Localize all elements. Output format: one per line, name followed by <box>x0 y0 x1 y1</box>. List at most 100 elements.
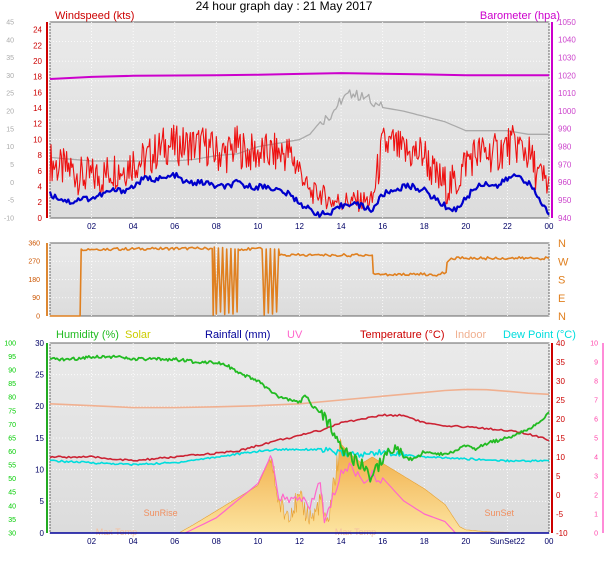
baro-axis-tick: 980 <box>558 143 572 152</box>
gust-line <box>49 124 550 213</box>
wind-x-tick: 12 <box>295 222 304 231</box>
temperature-x-tick: 14 <box>337 537 346 546</box>
wind-legend: Windspeed (kts) <box>55 10 134 22</box>
humidity-axis-tick: 40 <box>8 503 16 510</box>
temperature-x-tick: 18 <box>420 537 429 546</box>
humidity-line <box>49 354 550 483</box>
wind-x-tick: 16 <box>378 222 387 231</box>
uv-axis-tick: 6 <box>594 416 598 423</box>
wind-outer-axis-tick: -5 <box>8 198 14 205</box>
humidity-axis-tick: 45 <box>8 490 16 497</box>
temperature-axis-tick: 30 <box>556 377 565 386</box>
temperature-x-tick: 12 <box>295 537 304 546</box>
dew-point-line <box>49 446 550 467</box>
temperature-x-tick: 10 <box>253 537 262 546</box>
wind-outer-axis-tick: 15 <box>6 126 14 133</box>
wind-outer-axis-tick: 40 <box>6 37 14 44</box>
wind-outer-axis-tick: 25 <box>6 91 14 98</box>
humidity-axis-tick: 55 <box>8 463 16 470</box>
direction-compass-label: S <box>558 275 565 287</box>
wind-direction-line <box>50 246 550 317</box>
legend-indoor: Indoor <box>455 329 487 341</box>
baro-axis-tick: 970 <box>558 160 572 169</box>
wind-axis-tick: 14 <box>33 104 42 113</box>
legend-temperature-c-: Temperature (°C) <box>360 329 444 341</box>
temperature-axis-tick: -10 <box>556 529 568 538</box>
wind-x-tick: 14 <box>337 222 346 231</box>
sunset-annotation: SunSet <box>485 508 515 518</box>
baro-axis-tick: 960 <box>558 178 572 187</box>
wind-outer-axis-tick: 10 <box>6 144 14 151</box>
temperature-axis-tick: 25 <box>556 396 565 405</box>
baro-legend: Barometer (hpa) <box>480 10 560 22</box>
direction-axis-tick: 90 <box>32 295 40 302</box>
wind-axis-tick: 22 <box>33 41 42 50</box>
baro-axis-tick: 950 <box>558 196 572 205</box>
humidity-axis-tick: 35 <box>8 517 16 524</box>
wind-x-tick: 02 <box>87 222 96 231</box>
wind-axis-tick: 6 <box>38 167 43 176</box>
wind-outer-axis-tick: 5 <box>10 162 14 169</box>
direction-axis-tick: 360 <box>28 240 40 247</box>
humidity-axis-tick: 70 <box>8 422 16 429</box>
wind-axis-tick: 4 <box>38 182 43 191</box>
temperature-x-tick: 08 <box>212 537 221 546</box>
uv-axis-tick: 9 <box>594 359 598 366</box>
direction-axis-tick: 180 <box>28 277 40 284</box>
rainfall-axis-tick: 15 <box>35 434 44 443</box>
humidity-axis-tick: 65 <box>8 435 16 442</box>
direction-compass-label: W <box>558 256 569 268</box>
temperature-x-tick: 06 <box>170 537 179 546</box>
temperature-axis-tick: 15 <box>556 434 565 443</box>
baro-axis-tick: 940 <box>558 214 572 223</box>
temperature-x-tick: 00 <box>545 537 554 546</box>
temperature-axis-tick: -5 <box>556 510 564 519</box>
wind-axis-tick: 10 <box>33 135 42 144</box>
wind-axis-tick: 20 <box>33 57 42 66</box>
humidity-axis-tick: 75 <box>8 408 16 415</box>
uv-axis-tick: 0 <box>594 530 598 537</box>
uv-axis-tick: 5 <box>594 435 598 442</box>
legend-dew-point-c-: Dew Point (°C) <box>503 329 576 341</box>
uv-axis-tick: 7 <box>594 397 598 404</box>
wind-x-tick: 20 <box>461 222 470 231</box>
barometer-line <box>49 72 549 80</box>
temperature-axis-tick: 0 <box>556 491 561 500</box>
baro-axis-tick: 1050 <box>558 18 576 27</box>
wind-x-tick: 22 <box>503 222 512 231</box>
wind-axis-tick: 12 <box>33 120 42 129</box>
wind-axis-tick: 2 <box>38 198 43 207</box>
wind-axis-tick: 8 <box>38 151 43 160</box>
temperature-x-tick: 04 <box>129 537 138 546</box>
uv-line <box>184 455 456 534</box>
wind-axis-tick: 0 <box>38 214 43 223</box>
baro-axis-tick: 1040 <box>558 36 576 45</box>
wind-outer-axis-tick: 30 <box>6 73 14 80</box>
uv-axis-tick: 10 <box>590 340 598 347</box>
uv-axis-tick: 3 <box>594 473 598 480</box>
temperature-x-tick: SunSet22 <box>490 537 526 546</box>
humidity-axis-tick: 50 <box>8 476 16 483</box>
baro-axis-tick: 1030 <box>558 53 576 62</box>
baro-axis-tick: 1010 <box>558 89 576 98</box>
uv-axis-tick: 8 <box>594 378 598 385</box>
sunrise-annotation: SunRise <box>144 508 178 518</box>
rainfall-axis-tick: 30 <box>35 339 44 348</box>
wind-x-tick: 06 <box>170 222 179 231</box>
wind-axis-tick: 24 <box>33 26 42 35</box>
legend-uv: UV <box>287 329 303 341</box>
direction-axis-tick: 0 <box>36 313 40 320</box>
direction-compass-label: N <box>558 311 566 323</box>
wind-outer-axis-tick: 0 <box>10 180 14 187</box>
humidity-axis-tick: 100 <box>4 340 16 347</box>
rainfall-axis-tick: 10 <box>35 465 44 474</box>
outer-scale-series-line <box>49 89 549 162</box>
temperature-axis-tick: 40 <box>556 339 565 348</box>
direction-compass-label: E <box>558 293 565 305</box>
wind-x-tick: 08 <box>212 222 221 231</box>
temperature-axis-tick: 5 <box>556 472 561 481</box>
wind-axis-tick: 16 <box>33 88 42 97</box>
baro-axis-tick: 1020 <box>558 71 576 80</box>
